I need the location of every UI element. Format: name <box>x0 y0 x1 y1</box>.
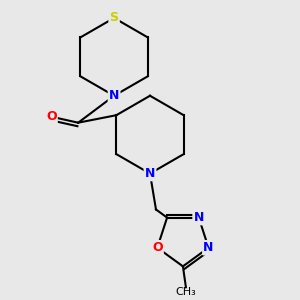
Text: N: N <box>109 89 119 102</box>
Text: N: N <box>145 167 155 180</box>
Text: N: N <box>203 241 214 254</box>
Text: N: N <box>194 211 204 224</box>
Text: S: S <box>110 11 118 25</box>
Text: O: O <box>46 110 57 123</box>
Text: CH₃: CH₃ <box>176 287 196 297</box>
Text: O: O <box>152 241 163 254</box>
